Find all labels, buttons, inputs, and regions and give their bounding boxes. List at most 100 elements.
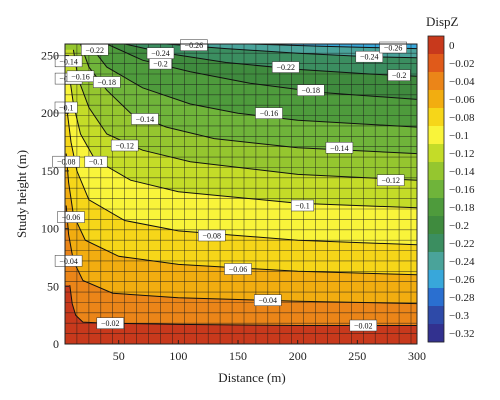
x-tick-label: 100	[169, 349, 187, 363]
contour-label: −0.08	[198, 229, 226, 242]
y-axis-title: Study height (m)	[14, 150, 29, 238]
x-tick-label: 200	[289, 349, 307, 363]
svg-text:−0.04: −0.04	[259, 296, 278, 305]
colorbar-swatch	[428, 288, 444, 307]
colorbar-tick-label: −0.18	[449, 202, 475, 214]
colorbar: 0 −0.02 −0.04 −0.06 −0.08 −0.1 −0.12 −0.14 −0.16…	[427, 35, 475, 343]
colorbar-swatch	[428, 270, 444, 289]
svg-text:−0.1: −0.1	[59, 104, 74, 113]
colorbar-swatch	[428, 198, 444, 217]
svg-text:−0.2: −0.2	[153, 60, 168, 69]
colorbar-swatch	[428, 144, 444, 163]
x-axis-title: Distance (m)	[218, 370, 286, 385]
x-tick-label: 150	[229, 349, 247, 363]
colorbar-swatch	[428, 126, 444, 145]
colorbar-tick-label: −0.04	[449, 76, 475, 88]
colorbar-swatch	[428, 162, 444, 181]
contour-label: −0.14	[131, 113, 159, 125]
svg-text:−0.24: −0.24	[151, 49, 170, 58]
svg-text:−0.02: −0.02	[354, 322, 373, 331]
svg-text:−0.24: −0.24	[360, 53, 379, 62]
contour-label: −0.1	[291, 199, 314, 212]
contour-label: −0.06	[224, 263, 252, 275]
band-−0.24	[65, 44, 417, 49]
contour-label: −0.04	[254, 294, 282, 306]
svg-text:−0.08: −0.08	[203, 232, 222, 241]
contour-label: −0.08	[52, 155, 80, 168]
colorbar-tick-label: −0.32	[449, 328, 474, 340]
svg-text:−0.06: −0.06	[229, 265, 248, 274]
contour-label: −0.02	[96, 317, 125, 329]
svg-text:−0.08: −0.08	[57, 158, 76, 167]
colorbar-tick-label: −0.08	[449, 112, 475, 124]
contour-label: −0.18	[297, 84, 325, 96]
contour-label: −0.22	[271, 61, 300, 73]
contour-label: −0.2	[387, 69, 411, 81]
svg-text:−0.2: −0.2	[392, 71, 407, 80]
colorbar-tick-label: −0.24	[449, 256, 475, 268]
y-tick-label: 200	[41, 106, 59, 120]
colorbar-tick-label: −0.02	[449, 58, 474, 70]
contour-label: −0.2	[149, 57, 172, 70]
contour-label: −0.18	[93, 76, 121, 88]
svg-text:−0.1: −0.1	[89, 158, 104, 167]
contour-line	[65, 153, 417, 276]
y-tick-label: 150	[41, 164, 59, 178]
svg-text:−0.06: −0.06	[62, 213, 81, 222]
svg-text:−0.14: −0.14	[330, 144, 349, 153]
colorbar-tick-label: −0.06	[449, 94, 475, 106]
colorbar-swatch	[428, 324, 444, 343]
contour-label: −0.12	[376, 174, 405, 186]
colorbar-tick-label: −0.26	[449, 274, 475, 286]
svg-text:−0.14: −0.14	[136, 115, 155, 124]
contour-line	[66, 113, 417, 246]
colorbar-tick-label: 0	[449, 40, 455, 52]
colorbar-swatch	[428, 108, 444, 127]
colorbar-tick-label: −0.1	[449, 130, 469, 142]
svg-text:−0.12: −0.12	[381, 176, 400, 185]
contour-label: −0.26	[379, 41, 407, 54]
colorbar-swatch	[428, 252, 444, 271]
contour-label: −0.22	[81, 44, 109, 56]
colorbar-title: DispZ	[426, 14, 459, 29]
colorbar-tick-label: −0.16	[449, 184, 475, 196]
svg-text:−0.16: −0.16	[260, 109, 279, 118]
colorbar-tick-label: −0.22	[449, 238, 474, 250]
plot-frame	[64, 43, 418, 345]
colorbar-tick-label: −0.3	[449, 310, 469, 322]
colorbar-swatch	[428, 36, 444, 55]
y-tick-label: 50	[47, 279, 59, 293]
colorbar-tick-label: −0.14	[449, 166, 475, 178]
svg-text:−0.18: −0.18	[98, 78, 117, 87]
colorbar-tick-label: −0.28	[449, 292, 475, 304]
colorbar-swatch	[428, 72, 444, 91]
y-tick-label: 0	[53, 337, 59, 351]
contour-label: −0.16	[66, 70, 95, 83]
colorbar-swatch	[428, 180, 444, 199]
svg-text:−0.22: −0.22	[86, 46, 105, 55]
y-tick-label: 100	[41, 222, 59, 236]
svg-text:−0.04: −0.04	[59, 257, 78, 266]
svg-text:−0.02: −0.02	[101, 319, 120, 328]
contour-label: −0.24	[355, 50, 384, 63]
svg-text:−0.26: −0.26	[185, 41, 204, 50]
y-axis: 0 50 100 150 200 250	[41, 49, 69, 351]
svg-text:−0.14: −0.14	[59, 57, 78, 66]
svg-text:−0.12: −0.12	[115, 142, 134, 151]
x-tick-label: 50	[113, 349, 125, 363]
y-tick-label: 250	[41, 49, 59, 63]
svg-text:−0.1: −0.1	[295, 202, 310, 211]
contour-label: −0.14	[325, 142, 354, 154]
x-axis: 50 100 150 200 250 300	[113, 340, 426, 363]
colorbar-swatch	[428, 90, 444, 109]
contour-label: −0.16	[255, 107, 283, 119]
contour-label: −0.06	[57, 211, 85, 223]
svg-text:−0.26: −0.26	[384, 44, 403, 53]
x-tick-label: 250	[348, 349, 366, 363]
contour-line	[106, 44, 417, 100]
colorbar-swatch	[428, 306, 444, 325]
x-tick-label: 300	[408, 349, 426, 363]
colorbar-swatch	[428, 234, 444, 253]
contour-label: −0.04	[54, 255, 83, 267]
